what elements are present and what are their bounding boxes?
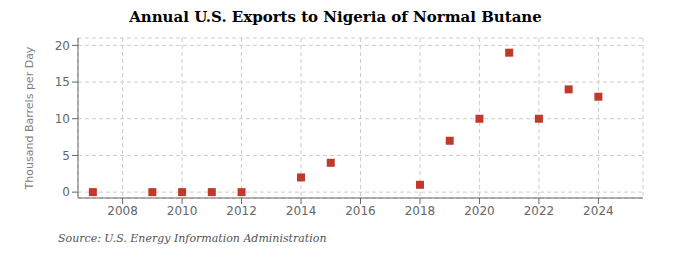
- svg-text:15: 15: [55, 75, 70, 89]
- svg-text:0: 0: [62, 185, 70, 199]
- svg-text:2010: 2010: [167, 204, 198, 218]
- svg-text:2014: 2014: [286, 204, 317, 218]
- html-text:Source: U.S. Energy Informatio: Source: U.S. Energy Information Administ…: [58, 232, 327, 245]
- svg-text:5: 5: [62, 149, 70, 163]
- svg-text:Thousand Barrels per Day: Thousand Barrels per Day: [23, 46, 36, 190]
- svg-text:2008: 2008: [107, 204, 138, 218]
- svg-text:2020: 2020: [464, 204, 495, 218]
- svg-text:2016: 2016: [345, 204, 376, 218]
- svg-text:20: 20: [55, 39, 70, 53]
- html-text:Annual U.S. Exports to Nigeria: Annual U.S. Exports to Nigeria of Normal…: [129, 8, 542, 26]
- svg-text:2022: 2022: [524, 204, 555, 218]
- svg-text:10: 10: [55, 112, 70, 126]
- svg-text:2024: 2024: [583, 204, 614, 218]
- svg-text:2018: 2018: [405, 204, 436, 218]
- svg-text:2012: 2012: [226, 204, 257, 218]
